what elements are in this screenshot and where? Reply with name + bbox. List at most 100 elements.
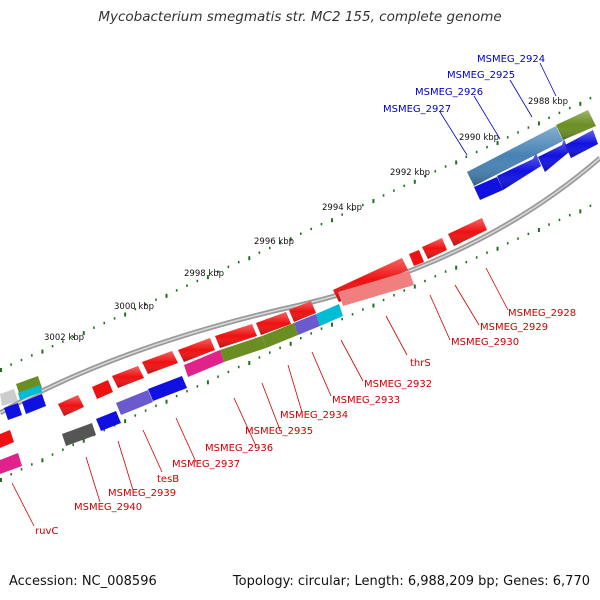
ruler-tick: [41, 458, 44, 463]
gene-MSMEG-2930[interactable]: [409, 250, 424, 266]
ruler-tick: [155, 404, 157, 407]
gene-MSMEG-2939[interactable]: [58, 395, 84, 416]
ruler-tick: [0, 478, 2, 482]
ruler-tick: [320, 222, 323, 226]
gene-label-MSMEG-2934[interactable]: MSMEG_2934: [280, 410, 348, 421]
ruler-tick: [568, 213, 571, 217]
gene-olive-2: [220, 336, 266, 362]
ruler-tick: [134, 307, 137, 311]
ruler-tick: [320, 327, 323, 330]
gene-pink: [184, 350, 224, 377]
ruler-tick: [72, 443, 75, 446]
ruler-tick: [10, 473, 12, 476]
ruler-label: 3000 kbp: [114, 302, 154, 312]
ruler-tick: [455, 265, 458, 270]
ruler-tick: [289, 237, 292, 242]
gene-MSMEG-2932[interactable]: [289, 301, 316, 322]
gene-left-blue: [4, 403, 22, 420]
gene-label-MSMEG-2926[interactable]: MSMEG_2926: [415, 87, 483, 98]
gene-MSMEG-2934[interactable]: [215, 324, 257, 348]
ruler-tick: [496, 141, 499, 146]
gene-purple-lower: [116, 390, 153, 415]
ruler-tick: [465, 260, 468, 264]
ruler-tick: [248, 256, 251, 261]
ruler-tick: [144, 409, 147, 412]
gene-label-MSMEG-2935[interactable]: MSMEG_2935: [245, 426, 313, 437]
gene-label-MSMEG-2924[interactable]: MSMEG_2924: [477, 54, 545, 65]
ruler-tick: [527, 126, 530, 129]
gene-MSMEG-2929[interactable]: [422, 238, 447, 259]
ruler-tick: [165, 293, 168, 298]
ruler-tick: [424, 279, 426, 283]
ruler-tick: [20, 468, 23, 471]
ruler-tick: [268, 246, 271, 250]
ruler-label: 2990 kbp: [459, 133, 499, 143]
ruler-tick: [62, 340, 64, 343]
gene-MSMEG-2928[interactable]: [448, 218, 487, 246]
gene-label-MSMEG-2940[interactable]: MSMEG_2940: [74, 502, 142, 513]
ruler-tick: [82, 438, 85, 443]
gene-label-MSMEG-2927[interactable]: MSMEG_2927: [383, 104, 451, 115]
gene-left-cyan: [18, 385, 42, 400]
ruler-label: 2992 kbp: [390, 168, 430, 178]
gene-label-MSMEG-2932[interactable]: MSMEG_2932: [364, 379, 432, 390]
ruler-tick: [558, 111, 561, 115]
gene-label-MSMEG-2933[interactable]: MSMEG_2933: [332, 395, 400, 406]
ruler-tick: [217, 375, 219, 378]
ruler-tick: [548, 223, 550, 226]
gene-label-MSMEG-2928[interactable]: MSMEG_2928: [508, 308, 576, 319]
ruler-tick: [196, 279, 199, 283]
ruler-tick: [548, 116, 550, 119]
ruler-tick: [475, 256, 478, 259]
ruler-tick: [113, 317, 116, 320]
ruler-label: 2994 kbp: [322, 203, 362, 213]
gene-ruvC[interactable]: [0, 430, 14, 448]
gene-tesB[interactable]: [92, 380, 113, 399]
gene-label-ruvC[interactable]: ruvC: [35, 526, 58, 537]
ruler-tick: [206, 380, 209, 385]
ruler-tick: [72, 335, 75, 339]
ruler-ticks-outer: [0, 96, 592, 372]
gene-forward-edge[interactable]: [565, 130, 598, 158]
gene-MSMEG-2926[interactable]: [497, 153, 541, 190]
gene-pink-edge: [0, 453, 22, 474]
gene-label-MSMEG-2937[interactable]: MSMEG_2937: [172, 459, 240, 470]
gene-label-MSMEG-2925[interactable]: MSMEG_2925: [447, 70, 515, 81]
ruler-tick: [103, 321, 106, 325]
ruler-tick: [186, 284, 188, 287]
ruler-tick: [279, 242, 281, 245]
gene-label-MSMEG-2929[interactable]: MSMEG_2929: [480, 322, 548, 333]
ruler-label: 2998 kbp: [184, 269, 224, 279]
ruler-tick: [124, 312, 127, 317]
gene-MSMEG-2924[interactable]: [556, 110, 596, 140]
ruler-tick: [589, 204, 592, 208]
reverse-strand-genes: [0, 218, 487, 474]
ruler-tick: [134, 414, 137, 417]
ruler-tick: [382, 194, 385, 197]
gene-MSMEG-2933[interactable]: [256, 312, 291, 335]
gene-MSMEG-2927[interactable]: [538, 139, 569, 172]
ruler-tick: [175, 394, 178, 398]
ruler-tick: [537, 228, 540, 233]
ruler-tick: [403, 184, 406, 188]
gene-label-MSMEG-2930[interactable]: MSMEG_2930: [451, 337, 519, 348]
ruler-tick: [258, 251, 261, 254]
gene-label-tesB[interactable]: tesB: [157, 474, 179, 485]
ruler-tick: [289, 341, 292, 346]
gene-label-thrS[interactable]: thrS: [410, 358, 431, 369]
ruler-tick: [434, 170, 437, 173]
gene-MSMEG-2925[interactable]: [467, 126, 563, 186]
gene-forward-extra[interactable]: [474, 177, 503, 200]
gene-label-MSMEG-2936[interactable]: MSMEG_2936: [205, 443, 273, 454]
ruler-tick: [537, 121, 540, 126]
gene-MSMEG-2935[interactable]: [178, 338, 215, 362]
ruler-tick: [300, 337, 302, 340]
ruler-tick: [268, 351, 271, 354]
gene-MSMEG-2937[interactable]: [112, 366, 144, 388]
gene-thrS-shadow: [338, 271, 414, 306]
gene-label-MSMEG-2939[interactable]: MSMEG_2939: [108, 488, 176, 499]
ruler-label: 2988 kbp: [528, 97, 568, 107]
gene-MSMEG-2936[interactable]: [142, 351, 178, 374]
ruler-tick: [237, 365, 240, 369]
